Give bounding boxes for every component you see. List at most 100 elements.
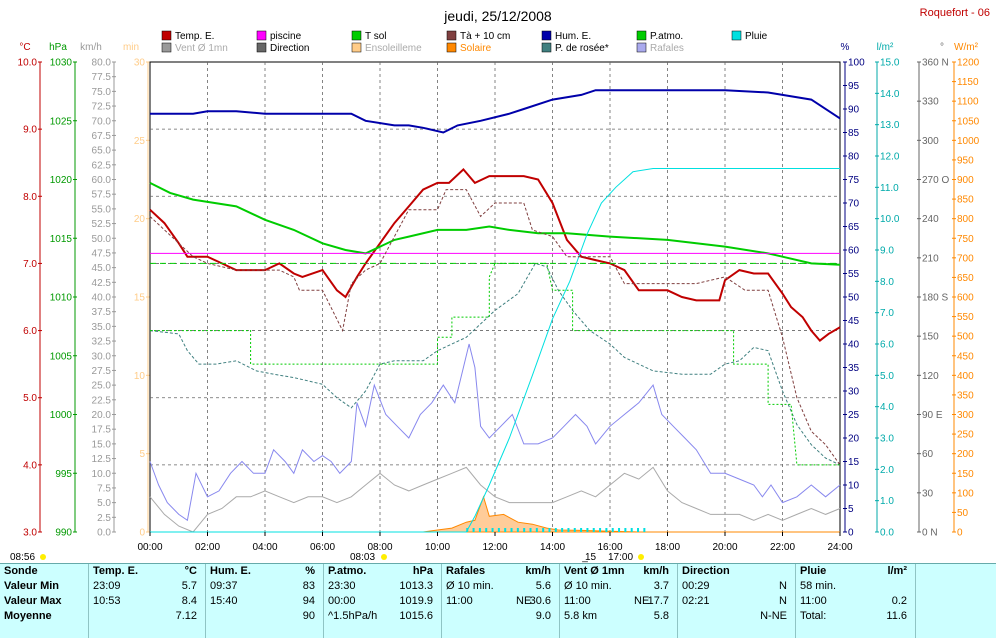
unit-label-press: hPa [49,42,67,53]
unit-label-solar: W/m² [954,42,979,53]
axis-tick-temp_c: 3.0 [23,528,37,539]
stats-panel: Sonde Valeur Min Valeur Max Moyenne Temp… [0,563,996,638]
stats-rafales-max-dir: NE [516,595,532,607]
axis-tick-minutes: 15 [134,293,146,304]
unit-label-dir: ° [940,42,944,53]
rain-tick [605,528,608,532]
axis-tick-dir_deg: 150 [922,332,939,343]
axis-tick-dir_deg: 60 [922,449,934,460]
axis-tick-solar_wm2: 500 [957,332,974,343]
axis-tick-solar_wm2: 1000 [957,136,980,147]
axis-tick-wind_kmh: 80.0 [92,58,112,69]
stats-press-trend: ^1.5hPa/h [328,610,378,622]
axis-tick-wind_kmh: 22.5 [92,395,112,406]
axis-tick-wind_kmh: 72.5 [92,102,112,113]
axis-tick-press_hpa: 990 [55,528,72,539]
legend-swatch [446,30,457,41]
axis-tick-minutes: 20 [134,214,146,225]
stats-label-avg: Moyenne [4,610,52,622]
axis-tick-solar_wm2: 650 [957,273,974,284]
axis-tick-solar_wm2: 150 [957,469,974,480]
legend-swatch [636,30,647,41]
axis-tick-solar_wm2: 350 [957,390,974,401]
series-pluie [150,168,840,533]
stats-pluie-header: Pluie [800,565,827,577]
legend-swatch [541,42,552,53]
legend-label: Pluie [745,31,768,42]
axis-tick-hum_pct: 65 [848,222,860,233]
axis-tick-wind_kmh: 60.0 [92,175,112,186]
axis-tick-wind_kmh: 20.0 [92,410,112,421]
unit-label-min: min [123,42,139,53]
rain-tick [466,528,469,532]
axis-tick-hum_pct: 0 [848,528,854,539]
axis-tick-wind_kmh: 2.5 [97,513,111,524]
rain-tick [624,528,627,532]
axis-tick-minutes: 5 [139,449,145,460]
rain-tick [497,528,500,532]
legend: Temp. E. piscine T sol Tà + 10 cm Hum. E. P.a… [161,30,768,54]
station-name: Roquefort - 06 [920,7,990,19]
stats-temp-unit: °C [184,565,197,577]
axis-tick-wind_kmh: 45.0 [92,263,112,274]
x-tick-label: 14:00 [540,542,565,553]
axis-tick-wind_kmh: 52.5 [92,219,112,230]
series-solaire [150,495,840,533]
unit-label-hum: % [841,42,850,53]
stats-vent-unit: km/h [643,565,669,577]
axis-tick-hum_pct: 10 [848,481,860,492]
axis-tick-temp_c: 5.0 [23,393,37,404]
stats-hum-header: Hum. E. [210,565,251,577]
axis-tick-solar_wm2: 1100 [957,97,979,108]
stats-pluie-total-label: Total: [800,610,827,622]
stats-press-header: P.atmo. [328,565,367,577]
legend-label: P. de rosée* [555,43,609,54]
axis-tick-hum_pct: 5 [848,504,854,515]
stats-temp-avg: 7.12 [175,610,197,622]
axis-tick-minutes: 25 [134,136,146,147]
axis-tick-hum_pct: 35 [848,363,860,374]
legend-label: piscine [270,31,302,42]
axis-tick-press_hpa: 1005 [50,351,73,362]
axis-tick-solar_wm2: 250 [957,430,974,441]
axes: 10.09.08.07.06.05.04.03.0103010251020101… [18,58,980,539]
stats-rafales-unit: km/h [525,565,551,577]
stats-vent-max: 17.7 [647,595,669,607]
stats-hum-max-time: 15:40 [210,595,238,607]
stats-col-hum: Hum. E.% 09:37 83 15:40 94 90 [205,564,323,638]
stats-col-vent: Vent Ø 1mn km/h Ø 10 min. 3.7 11:00 NE 17.7 … [559,564,677,638]
x-tick-label: 24:00 [827,542,852,553]
sun-marker [381,554,387,560]
axis-tick-rain_l: 2.0 [880,465,894,476]
axis-tick-rain_l: 4.0 [880,402,894,413]
axis-tick-solar_wm2: 1050 [957,116,980,127]
stats-vent-min-label: Ø 10 min. [564,580,612,592]
axis-tick-hum_pct: 50 [848,293,860,304]
axis-tick-solar_wm2: 400 [957,371,974,382]
stats-temp-header: Temp. E. [93,565,139,577]
rain-tick [586,528,589,532]
axis-tick-solar_wm2: 700 [957,253,974,264]
unit-label-wind: km/h [80,42,102,53]
legend-swatch [731,30,742,41]
axis-tick-temp_c: 4.0 [23,460,37,471]
axis-tick-hum_pct: 90 [848,105,860,116]
marker-time-1: 08:03 [350,552,375,563]
unit-label-rain: l/m² [877,42,894,53]
axis-tick-hum_pct: 25 [848,410,860,421]
stats-dir-header: Direction [682,565,730,577]
axis-tick-press_hpa: 1030 [50,58,73,69]
time-markers: 08:56 08:03̲15 17:00 [10,552,644,563]
axis-tick-wind_kmh: 15.0 [92,439,112,450]
axis-tick-wind_kmh: 75.0 [92,87,112,98]
stats-dir-min: N [779,580,787,592]
rain-tick [548,528,551,532]
stats-press-min-time: 23:30 [328,580,356,592]
axis-tick-wind_kmh: 77.5 [92,72,112,83]
axis-tick-wind_kmh: 7.5 [97,483,111,494]
stats-temp-max: 8.4 [181,595,197,607]
axis-tick-hum_pct: 55 [848,269,860,280]
axis-tick-press_hpa: 1000 [50,410,73,421]
stats-press-unit: hPa [412,565,433,577]
stats-col-temp: Temp. E. °C 23:09 5.7 10:53 8.4 7.12 [88,564,205,638]
